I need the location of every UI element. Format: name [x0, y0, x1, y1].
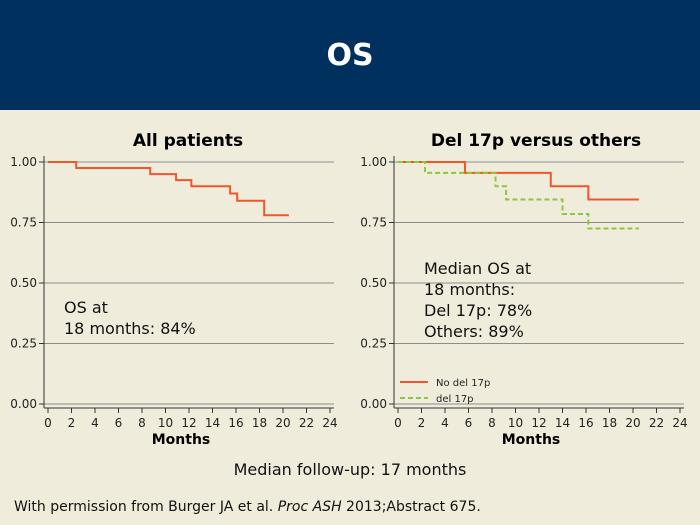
- x-axis-label: Months: [502, 432, 561, 448]
- y-tick-label: 0.25: [360, 337, 387, 351]
- x-tick-label: 22: [299, 416, 314, 430]
- survival-curve-no-del-17p: [398, 161, 639, 201]
- x-tick-label: 20: [275, 416, 290, 430]
- y-tick-label: 1.00: [10, 155, 37, 169]
- y-tick-label: 0.75: [10, 216, 37, 230]
- y-tick-label: 0.50: [360, 276, 387, 290]
- survival-curve-all: [48, 161, 289, 217]
- median-followup-text: Median follow-up: 17 months: [233, 460, 467, 479]
- x-tick-label: 24: [672, 416, 687, 430]
- x-tick-label: 4: [91, 416, 99, 430]
- x-tick-label: 18: [252, 416, 267, 430]
- x-tick-label: 6: [465, 416, 473, 430]
- x-tick-label: 12: [531, 416, 546, 430]
- annotation-line: 18 months:: [424, 280, 515, 299]
- x-tick-label: 4: [441, 416, 449, 430]
- annotation-line: 18 months: 84%: [64, 319, 196, 338]
- y-tick-label: 1.00: [360, 155, 387, 169]
- y-tick-label: 0.00: [10, 397, 37, 411]
- x-tick-label: 10: [508, 416, 523, 430]
- citation: With permission from Burger JA et al. Pr…: [14, 499, 481, 515]
- x-tick-label: 6: [115, 416, 123, 430]
- annotation-line: Del 17p: 78%: [424, 301, 532, 320]
- x-tick-label: 16: [578, 416, 593, 430]
- x-tick-label: 12: [181, 416, 196, 430]
- x-axis-label: Months: [152, 432, 211, 448]
- chart-title: All patients: [133, 131, 243, 151]
- x-tick-label: 20: [625, 416, 640, 430]
- y-tick-label: 0.25: [10, 337, 37, 351]
- legend-label: del 17p: [436, 394, 474, 405]
- x-tick-label: 16: [228, 416, 243, 430]
- x-tick-label: 2: [418, 416, 426, 430]
- x-tick-label: 22: [649, 416, 664, 430]
- chart-1: Del 17p versus others 0.00 0.25 0.50 0.75 1.0…: [360, 131, 687, 448]
- x-tick-label: 8: [488, 416, 496, 430]
- x-tick-label: 8: [138, 416, 146, 430]
- x-tick-label: 10: [158, 416, 173, 430]
- x-tick-label: 14: [555, 416, 570, 430]
- y-tick-label: 0.50: [10, 276, 37, 290]
- x-tick-label: 0: [394, 416, 402, 430]
- x-tick-label: 14: [205, 416, 220, 430]
- citation-journal: Proc ASH: [277, 499, 342, 515]
- survival-curve-del-17p: [398, 161, 639, 230]
- annotation-line: Others: 89%: [424, 322, 524, 341]
- slide-title: OS: [326, 37, 374, 73]
- title-banner: OS: [0, 0, 700, 110]
- y-tick-label: 0.75: [360, 216, 387, 230]
- chart-title: Del 17p versus others: [431, 131, 641, 151]
- x-tick-label: 24: [322, 416, 337, 430]
- citation-suffix: 2013;Abstract 675.: [341, 499, 481, 515]
- annotation-line: OS at: [64, 298, 108, 317]
- x-tick-label: 18: [602, 416, 617, 430]
- x-tick-label: 0: [44, 416, 52, 430]
- y-tick-label: 0.00: [360, 397, 387, 411]
- legend-label: No del 17p: [436, 378, 490, 389]
- citation-prefix: With permission from Burger JA et al.: [14, 499, 278, 515]
- x-tick-label: 2: [68, 416, 76, 430]
- annotation-line: Median OS at: [424, 259, 531, 278]
